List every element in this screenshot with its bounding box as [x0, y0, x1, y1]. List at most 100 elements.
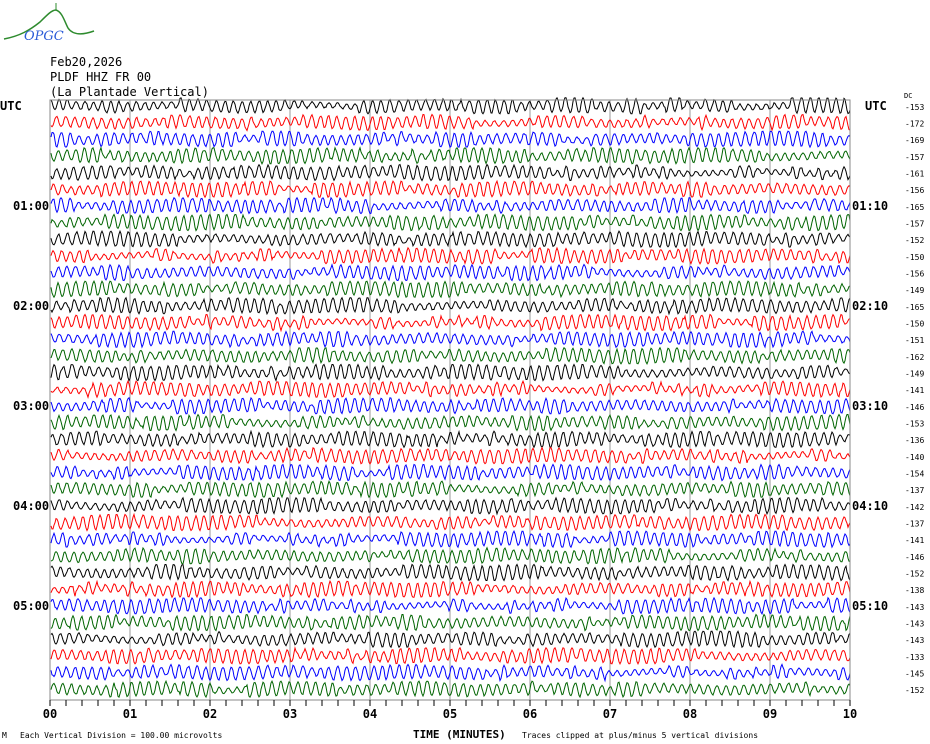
trace-line — [50, 96, 851, 115]
left-hour-label: 05:00 — [13, 599, 49, 613]
right-hour-label: 02:10 — [852, 299, 888, 313]
scale-note: Each Vertical Division = 100.00 microvol… — [20, 731, 222, 740]
trace-line — [50, 480, 851, 499]
dc-offset-label: -150 — [905, 320, 924, 329]
dc-offset-label: -142 — [905, 503, 924, 512]
trace-line — [50, 496, 851, 516]
trace-line — [50, 646, 851, 666]
trace-line — [50, 163, 851, 182]
dc-label: DC — [904, 92, 912, 100]
x-tick-label: 02 — [203, 707, 217, 721]
trace-line — [50, 246, 851, 265]
trace-line — [50, 663, 851, 683]
x-axis-label: TIME (MINUTES) — [413, 728, 506, 741]
dc-offset-label: -156 — [905, 270, 924, 279]
left-hour-label: 03:00 — [13, 399, 49, 413]
trace-line — [50, 379, 851, 399]
dc-offset-label: -149 — [905, 286, 924, 295]
dc-offset-label: -153 — [905, 103, 924, 112]
left-utc-label: UTC — [0, 99, 22, 113]
dc-offset-label: -156 — [905, 186, 924, 195]
x-tick-label: 06 — [523, 707, 537, 721]
dc-offset-label: -145 — [905, 670, 924, 679]
x-tick-label: 04 — [363, 707, 377, 721]
x-tick-label: 07 — [603, 707, 617, 721]
dc-offset-label: -153 — [905, 420, 924, 429]
dc-offset-label: -136 — [905, 436, 924, 445]
dc-offset-label: -143 — [905, 603, 924, 612]
trace-line — [50, 396, 851, 415]
trace-line — [50, 179, 851, 199]
trace-line — [50, 363, 851, 383]
dc-offset-label: -172 — [905, 120, 924, 129]
left-hour-label: 01:00 — [13, 199, 49, 213]
x-tick-label: 09 — [763, 707, 777, 721]
dc-offset-label: -152 — [905, 686, 924, 695]
trace-line — [50, 130, 851, 149]
right-hour-label: 01:10 — [852, 199, 888, 213]
trace-line — [50, 579, 851, 599]
right-hour-label: 03:10 — [852, 399, 888, 413]
dc-offset-label: -146 — [905, 553, 924, 562]
dc-offset-label: -161 — [905, 170, 924, 179]
dc-offset-label: -154 — [905, 470, 924, 479]
dc-offset-label: -146 — [905, 403, 924, 412]
trace-line — [50, 512, 851, 532]
trace-line — [50, 113, 851, 132]
trace-line — [50, 213, 851, 232]
dc-offset-label: -143 — [905, 636, 924, 645]
dc-offset-label: -169 — [905, 136, 924, 145]
station-label: PLDF HHZ FR 00 — [50, 70, 151, 84]
left-hour-label: 02:00 — [13, 299, 49, 313]
dc-offset-label: -157 — [905, 220, 924, 229]
dc-offset-label: -140 — [905, 453, 924, 462]
dc-offset-label: -157 — [905, 153, 924, 162]
dc-offset-label: -141 — [905, 386, 924, 395]
trace-line — [50, 296, 851, 316]
trace-line — [50, 463, 851, 482]
dc-offset-label: -137 — [905, 520, 924, 529]
right-hour-label: 05:10 — [852, 599, 888, 613]
dc-offset-label: -165 — [905, 303, 924, 312]
trace-line — [50, 546, 851, 565]
trace-line — [50, 413, 851, 432]
trace-line — [50, 346, 851, 365]
x-tick-label: 01 — [123, 707, 137, 721]
trace-line — [50, 313, 851, 333]
trace-line — [50, 263, 851, 282]
dc-offset-label: -152 — [905, 236, 924, 245]
dc-offset-label: -150 — [905, 253, 924, 262]
trace-line — [50, 330, 851, 349]
trace-line — [50, 146, 851, 165]
dc-offset-label: -133 — [905, 653, 924, 662]
trace-line — [50, 630, 851, 649]
clip-note: Traces clipped at plus/minus 5 vertical … — [522, 731, 758, 740]
trace-line — [50, 563, 851, 582]
x-tick-label: 08 — [683, 707, 697, 721]
right-hour-label: 04:10 — [852, 499, 888, 513]
trace-line — [50, 446, 851, 465]
dc-offset-label: -138 — [905, 586, 924, 595]
dc-offset-label: -137 — [905, 486, 924, 495]
x-tick-label: 03 — [283, 707, 297, 721]
dc-offset-label: -162 — [905, 353, 924, 362]
dc-offset-label: -141 — [905, 536, 924, 545]
station-name-label: (La Plantade Vertical) — [50, 85, 209, 99]
corner-mark: M — [2, 731, 7, 740]
dc-offset-label: -143 — [905, 620, 924, 629]
logo-text: OPGC — [24, 29, 64, 44]
x-tick-label: 05 — [443, 707, 457, 721]
trace-line — [50, 280, 851, 299]
dc-offset-label: -165 — [905, 203, 924, 212]
dc-offset-label: -151 — [905, 336, 924, 345]
trace-line — [50, 679, 851, 699]
dc-offset-label: -149 — [905, 370, 924, 379]
opgc-logo: OPGC — [3, 3, 95, 44]
trace-line — [50, 596, 851, 615]
trace-line — [50, 229, 851, 249]
trace-line — [50, 530, 851, 549]
date-label: Feb20,2026 — [50, 55, 122, 69]
trace-line — [50, 196, 851, 215]
